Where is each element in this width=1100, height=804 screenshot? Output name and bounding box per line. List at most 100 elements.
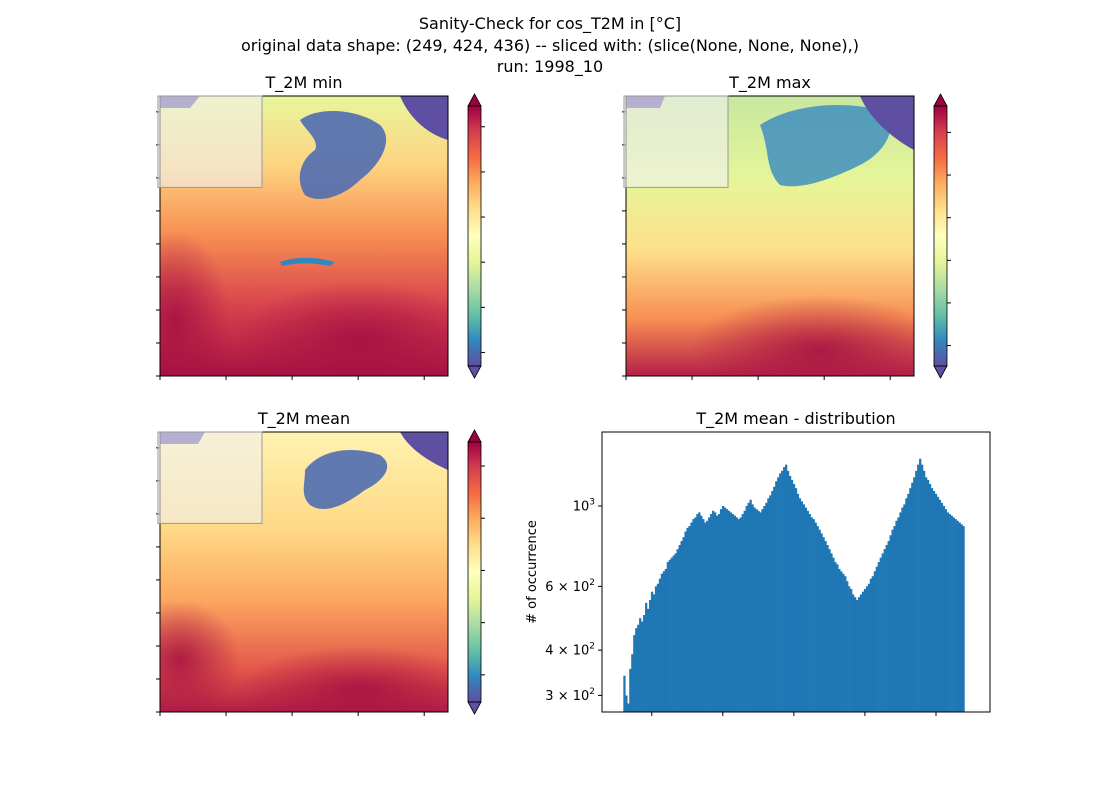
- histogram-bar: [674, 553, 677, 712]
- histogram-bar: [934, 493, 938, 712]
- histogram-bar: [958, 522, 961, 712]
- histogram-bar: [842, 573, 845, 712]
- histogram-bar: [911, 482, 914, 712]
- histogram-bar: [692, 519, 695, 712]
- histogram-bar: [834, 562, 837, 712]
- histogram-bar: [700, 515, 703, 712]
- colorbar-frame: [933, 105, 948, 367]
- histogram-bar: [954, 519, 957, 712]
- histogram-bar: [828, 549, 831, 712]
- histogram-bar: [850, 588, 853, 712]
- histogram-bar: [631, 654, 634, 712]
- histogram-bar: [759, 512, 762, 712]
- histogram-bar: [846, 581, 849, 712]
- histogram-bar: [662, 571, 666, 712]
- histogram-bar: [784, 464, 788, 712]
- histogram-bar: [822, 537, 825, 712]
- histogram-bar: [650, 591, 654, 712]
- histogram-bar: [798, 498, 802, 712]
- histogram-bar: [737, 519, 740, 712]
- histogram-bar: [871, 576, 875, 712]
- histogram-bar: [859, 594, 863, 712]
- histogram-bar: [725, 509, 729, 712]
- tick-times: × 10: [554, 580, 590, 595]
- histogram-bar: [656, 583, 660, 712]
- histogram-bar: [848, 586, 851, 712]
- axes-frame-min: [159, 95, 449, 377]
- suptitle-line-3: run: 1998_10: [497, 57, 603, 77]
- tick-exponent: 3: [589, 497, 595, 507]
- histogram-bar: [733, 515, 737, 712]
- histogram-bar: [875, 566, 878, 712]
- suptitle-line-1: Sanity-Check for cos_T2M in [°C]: [419, 14, 681, 34]
- histogram-bar: [926, 479, 930, 712]
- histogram-bar: [625, 695, 628, 712]
- histogram-bar: [893, 526, 896, 712]
- histogram-bar: [889, 535, 892, 712]
- histogram-bar: [668, 559, 671, 712]
- histogram-bar: [684, 531, 687, 712]
- histogram-bar: [708, 517, 711, 712]
- histogram-bar: [891, 529, 894, 712]
- histogram-bar: [761, 509, 764, 712]
- histogram-bar: [641, 621, 644, 712]
- histogram-bar: [727, 510, 731, 712]
- histogram-bar: [907, 493, 910, 712]
- histogram-bar: [648, 600, 652, 712]
- y-tick-label: 3 × 102: [545, 687, 595, 704]
- stats-background: [157, 95, 263, 188]
- histogram-bar: [915, 470, 918, 712]
- histogram-bar: [721, 505, 725, 712]
- panel-mean: T_2M mean: [156, 409, 485, 716]
- histogram-bar: [832, 557, 835, 712]
- histogram-bar: [710, 514, 713, 712]
- histogram-bar: [802, 504, 806, 712]
- histogram-bar: [930, 488, 934, 712]
- histogram-bar: [680, 541, 683, 712]
- tick-mantissa: 4: [545, 644, 553, 659]
- histogram-bar: [706, 520, 709, 712]
- tick-exponent: 2: [589, 687, 595, 697]
- histogram-bar: [723, 507, 727, 712]
- histogram-bar: [712, 510, 715, 712]
- histogram-bar: [861, 591, 865, 712]
- histogram-bar: [895, 520, 898, 712]
- histogram-bar: [777, 477, 780, 712]
- tick-times: × 10: [554, 644, 590, 659]
- histogram-bar: [660, 573, 664, 712]
- histogram-bar: [714, 512, 717, 712]
- histogram-bar: [676, 549, 679, 712]
- colorbar-extend-high: [467, 429, 482, 443]
- histogram-bar: [796, 493, 800, 712]
- histogram-bar: [781, 470, 784, 712]
- histogram-bar: [887, 541, 890, 712]
- histogram-bar: [751, 504, 754, 712]
- histogram-bar: [775, 481, 778, 712]
- x-axis-mean: [159, 712, 425, 716]
- histogram-bar: [923, 470, 926, 712]
- histogram-bar: [654, 586, 658, 712]
- histogram-bars: [623, 458, 965, 712]
- histogram-bar: [715, 515, 719, 712]
- histogram-bar: [623, 675, 626, 712]
- histogram-bar: [913, 477, 916, 712]
- colorbar-gradient: [468, 442, 481, 702]
- histogram-bar: [629, 668, 632, 712]
- histogram-bar: [840, 571, 843, 712]
- histogram-bar: [940, 502, 944, 712]
- histogram-bar: [905, 498, 908, 712]
- histogram-bar: [741, 514, 744, 712]
- tick-exponent: 2: [589, 642, 595, 652]
- histogram-bar: [824, 541, 827, 712]
- colorbar-extend-low: [933, 365, 948, 379]
- histogram-bar: [704, 522, 707, 712]
- histogram-bar: [745, 505, 748, 712]
- stats-background: [623, 95, 729, 188]
- histogram-x-axis: [651, 712, 937, 716]
- x-axis-min: [159, 376, 425, 380]
- panel-title-min: T_2M min: [264, 73, 342, 93]
- histogram-bar: [806, 510, 809, 712]
- y-tick-label: 4 × 102: [545, 642, 595, 659]
- histogram-bar: [633, 635, 636, 712]
